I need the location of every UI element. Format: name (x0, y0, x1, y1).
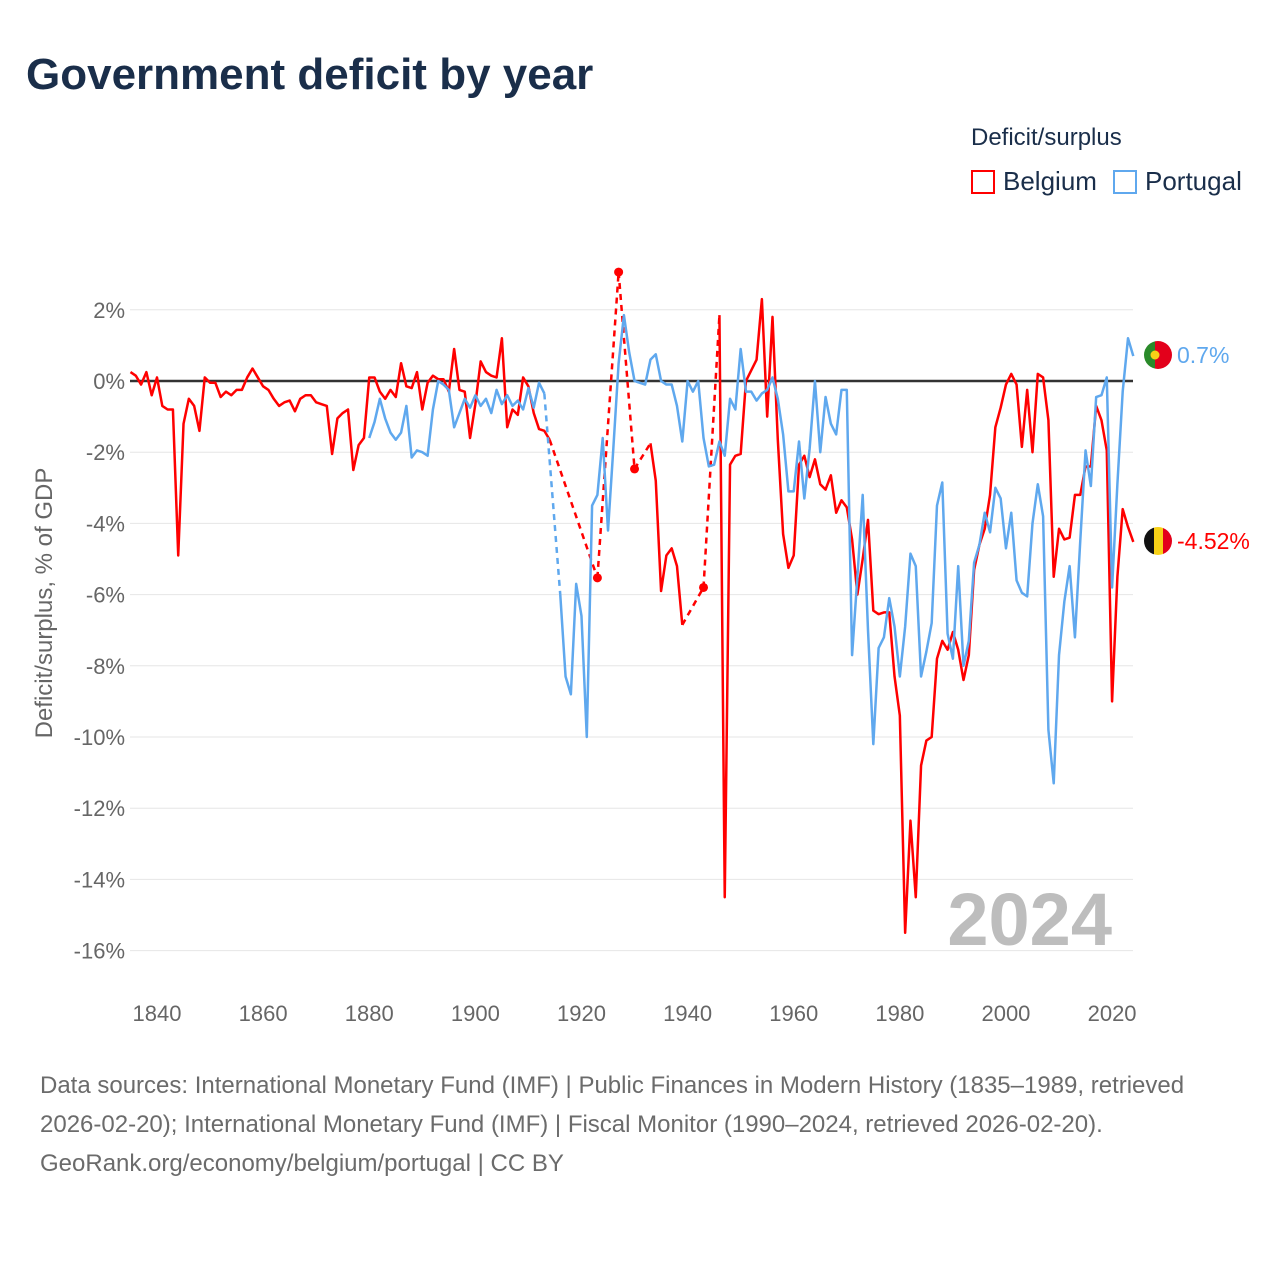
legend-label: Belgium (1003, 166, 1097, 196)
year-watermark: 2024 (947, 878, 1112, 961)
x-tick-label: 1840 (133, 1001, 182, 1026)
x-tick-label: 1880 (345, 1001, 394, 1026)
end-marker-belgium: -4.52% (1144, 527, 1250, 555)
chart-title: Government deficit by year (26, 50, 594, 99)
legend-item-portugal[interactable]: Portugal (1113, 166, 1242, 197)
legend-label: Portugal (1145, 166, 1242, 196)
series-line (559, 313, 1135, 785)
y-tick-label: -8% (86, 654, 125, 679)
y-tick-label: -10% (74, 725, 125, 750)
series-line (129, 337, 551, 557)
gap-connector (633, 442, 652, 470)
y-tick-label: 0% (93, 369, 125, 394)
belgium-flag-icon (1144, 527, 1172, 555)
x-tick-label: 1980 (875, 1001, 924, 1026)
end-label-belgium: -4.52% (1177, 528, 1250, 554)
portugal-flag-icon (1144, 341, 1172, 369)
y-tick-label: -2% (86, 440, 125, 465)
y-tick-label: -6% (86, 583, 125, 608)
legend-title: Deficit/surplus (971, 124, 1122, 151)
x-tick-label: 1920 (557, 1001, 606, 1026)
x-tick-label: 2020 (1088, 1001, 1137, 1026)
y-tick-label: -16% (74, 939, 125, 964)
gap-connector (543, 393, 562, 595)
legend-item-belgium[interactable]: Belgium (971, 166, 1097, 197)
end-label-portugal: 0.7% (1177, 342, 1229, 368)
x-tick-label: 1960 (769, 1001, 818, 1026)
footer: Data sources: International Monetary Fun… (40, 1066, 1240, 1183)
series-line (718, 297, 1135, 935)
x-tick-label: 1860 (239, 1001, 288, 1026)
y-axis-label: Deficit/surplus, % of GDP (31, 468, 58, 739)
gap-connector (681, 586, 705, 626)
y-tick-label: -12% (74, 796, 125, 821)
y-tick-label: -14% (74, 867, 125, 892)
series-line (649, 443, 684, 625)
y-tick-label: 2% (93, 298, 125, 323)
gap-connector (596, 271, 620, 578)
x-tick-label: 1940 (663, 1001, 712, 1026)
x-tick-label: 2000 (981, 1001, 1030, 1026)
end-marker-portugal: 0.7% (1144, 341, 1229, 369)
series-line (368, 379, 546, 459)
x-tick-label: 1900 (451, 1001, 500, 1026)
series-belgium (129, 267, 1135, 935)
legend-swatch-portugal (1113, 169, 1137, 194)
gap-connector (548, 439, 599, 579)
series-portugal (368, 313, 1135, 785)
legend-swatch-belgium (971, 169, 995, 194)
data-sources: Data sources: International Monetary Fun… (40, 1072, 1185, 1138)
y-tick-label: -4% (86, 511, 125, 536)
gap-connector (702, 315, 721, 588)
credit-link[interactable]: GeoRank.org/economy/belgium/portugal | C… (40, 1150, 564, 1177)
